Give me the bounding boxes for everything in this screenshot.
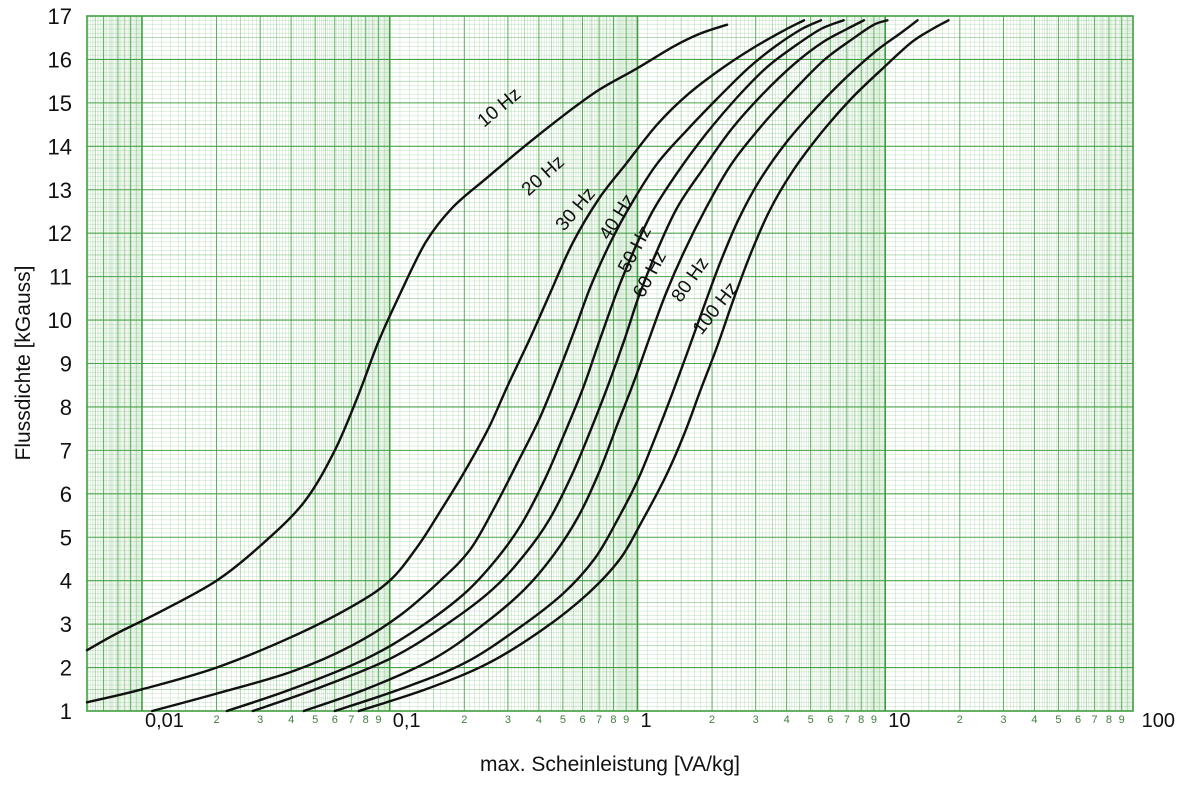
curve-50hz bbox=[251, 19, 866, 713]
curve-30hz bbox=[151, 19, 823, 713]
x-tick-label-minor: 3 bbox=[257, 714, 263, 726]
y-tick-label: 13 bbox=[48, 178, 72, 203]
x-tick-label-minor: 4 bbox=[288, 714, 294, 726]
x-tick-label-minor: 3 bbox=[753, 714, 759, 726]
y-tick-label: 5 bbox=[60, 525, 72, 550]
x-tick-label-minor: 5 bbox=[1055, 714, 1061, 726]
x-tick-label-minor: 9 bbox=[871, 714, 877, 726]
x-tick-label-major: 10 bbox=[888, 710, 910, 732]
x-tick-label-minor: 9 bbox=[623, 714, 629, 726]
x-tick-label-minor: 8 bbox=[858, 714, 864, 726]
x-tick-label-minor: 2 bbox=[461, 714, 467, 726]
y-tick-label: 9 bbox=[60, 352, 72, 377]
x-tick-label-minor: 8 bbox=[363, 714, 369, 726]
x-tick-label-minor: 5 bbox=[312, 714, 318, 726]
x-tick-label-major: 0,1 bbox=[393, 710, 421, 732]
x-tick-label-minor: 9 bbox=[1119, 714, 1125, 726]
curve-layer bbox=[85, 19, 950, 713]
x-tick-label-minor: 8 bbox=[610, 714, 616, 726]
y-tick-label: 8 bbox=[60, 395, 72, 420]
x-axis-title: max. Scheinleistung [VA/kg] bbox=[480, 753, 740, 776]
x-tick-label-minor: 2 bbox=[709, 714, 715, 726]
x-tick-label-minor: 7 bbox=[596, 714, 602, 726]
grid-layer bbox=[86, 15, 1134, 712]
x-tick-label-major: 100 bbox=[1142, 710, 1175, 732]
x-tick-label-minor: 8 bbox=[1106, 714, 1112, 726]
curve-20hz bbox=[85, 19, 806, 704]
y-tick-label: 10 bbox=[48, 308, 72, 333]
curve-10hz bbox=[85, 23, 729, 652]
y-tick-label: 15 bbox=[48, 91, 72, 116]
y-tick-label: 2 bbox=[60, 656, 72, 681]
x-tick-label-minor: 4 bbox=[536, 714, 542, 726]
y-tick-label: 1 bbox=[60, 699, 72, 724]
y-tick-label: 16 bbox=[48, 47, 72, 72]
curve-40hz bbox=[225, 19, 845, 713]
plot-frame bbox=[86, 15, 1134, 712]
x-tick-label-minor: 7 bbox=[1092, 714, 1098, 726]
x-tick-label-major: 0,01 bbox=[145, 710, 184, 732]
x-tick-label-minor: 6 bbox=[827, 714, 833, 726]
y-tick-label: 11 bbox=[49, 265, 72, 290]
x-tick-label-minor: 3 bbox=[1000, 714, 1006, 726]
x-tick-label-minor: 4 bbox=[784, 714, 790, 726]
x-tick-label-minor: 9 bbox=[375, 714, 381, 726]
curve-80hz bbox=[333, 19, 919, 713]
x-tick-label-minor: 3 bbox=[505, 714, 511, 726]
x-tick-label-minor: 6 bbox=[579, 714, 585, 726]
y-tick-label: 14 bbox=[48, 134, 72, 159]
x-tick-label-minor: 2 bbox=[213, 714, 219, 726]
y-tick-label: 7 bbox=[60, 438, 72, 463]
y-tick-label: 17 bbox=[48, 4, 72, 29]
x-tick-label-minor: 5 bbox=[560, 714, 566, 726]
y-tick-label: 3 bbox=[60, 612, 72, 637]
y-tick-label: 4 bbox=[60, 569, 72, 594]
x-tick-label-minor: 6 bbox=[1075, 714, 1081, 726]
curve-60hz bbox=[302, 19, 889, 713]
y-tick-label: 12 bbox=[48, 221, 72, 246]
x-tick-label-minor: 4 bbox=[1031, 714, 1037, 726]
curve-100hz bbox=[357, 19, 950, 713]
x-tick-label-minor: 2 bbox=[957, 714, 963, 726]
x-tick-label-minor: 7 bbox=[348, 714, 354, 726]
x-tick-label-minor: 6 bbox=[332, 714, 338, 726]
x-tick-label-minor: 7 bbox=[844, 714, 850, 726]
y-tick-label: 6 bbox=[60, 482, 72, 507]
x-tick-label-minor: 5 bbox=[808, 714, 814, 726]
y-axis-title: Flussdichte [kGauss] bbox=[12, 266, 35, 461]
x-tick-label-major: 1 bbox=[640, 710, 651, 732]
